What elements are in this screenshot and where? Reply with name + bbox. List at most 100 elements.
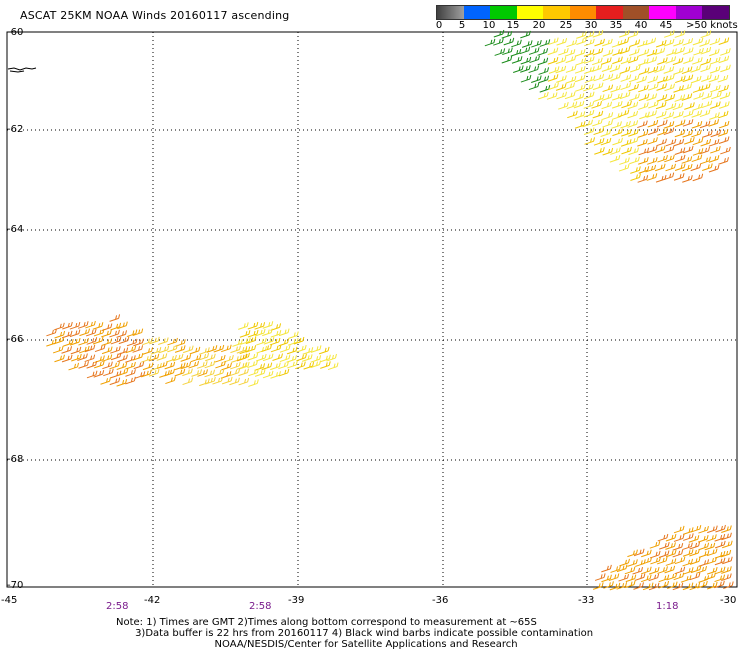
wind-barb [706,548,718,557]
wind-barb [254,322,266,330]
wind-barb [721,566,732,574]
wind-barb [78,337,89,346]
wind-barb [674,163,686,171]
wind-barb [674,94,686,102]
wind-barb [263,336,275,345]
wind-barb [510,49,522,57]
legend-label: >50 knots [686,20,738,31]
wind-barb [555,56,567,65]
wind-barb [663,121,675,129]
wind-barb [92,322,104,330]
wind-barb [610,565,622,573]
wind-barb [94,344,106,353]
wind-barb [630,173,641,181]
wind-barb [627,101,639,110]
wind-barb [574,66,586,74]
wind-barb [682,47,694,55]
wind-barb [708,119,720,127]
legend-swatch [543,6,570,19]
wind-barb [591,101,602,109]
wind-barb [689,541,701,550]
wind-barb [287,338,299,346]
wind-barb [288,331,299,339]
wind-barb [575,84,586,92]
wind-barb [698,559,710,567]
wind-barb [672,542,684,551]
wind-barb [721,532,732,541]
wind-barb [702,163,713,171]
wind-barb [621,128,632,137]
wind-barb [692,57,703,65]
wind-barb [699,109,711,118]
wind-barb [696,566,708,574]
wind-barb [674,46,686,55]
wind-barb [511,39,522,48]
wind-barb [719,101,730,109]
wind-barb [302,347,314,355]
wind-barb [182,345,194,354]
wind-barb [238,368,249,377]
wind-barb [717,110,729,119]
wind-barb [593,127,605,136]
wind-barb [190,354,202,363]
wind-barb [673,85,684,93]
wind-barb [682,567,694,575]
wind-barb [158,337,169,346]
wind-barb [655,39,667,48]
wind-barb [638,67,650,75]
wind-barb [592,57,603,66]
wind-barb [117,354,128,363]
legend-swatch [649,6,676,19]
wind-barb [682,175,693,183]
wind-barb [262,353,274,362]
wind-barb [682,549,694,557]
legend-label: 40 [634,20,648,31]
wind-barb [110,322,122,331]
wind-barb [118,336,130,345]
wind-barb [720,48,731,56]
wind-barb [188,360,200,369]
wind-barb [720,146,731,155]
wind-barb [612,128,623,137]
wind-barb [214,354,226,363]
note-line: 3)Data buffer is 22 hrs from 20160117 4)… [116,628,594,639]
wind-barb [708,164,720,173]
wind-barb [148,353,160,362]
wind-barb [247,321,259,330]
wind-barb [69,337,81,346]
lon-label: -36 [432,595,449,606]
wind-barb [657,154,668,163]
wind-barb [213,368,225,377]
wind-barb [697,534,709,543]
wind-barb [600,137,612,146]
wind-barb [690,163,702,172]
wind-barb [54,354,65,363]
wind-barb [633,548,645,557]
wind-barb [674,30,686,38]
wind-barb [84,344,96,353]
wind-barb [564,91,576,100]
wind-barb [611,121,622,129]
wind-barb [133,338,144,347]
wind-barb [109,361,120,370]
wind-barb [718,120,730,129]
legend-swatch [596,6,623,19]
wind-barb [648,582,660,591]
wind-barb [230,345,241,354]
wind-barb [602,112,614,120]
wind-barb [664,94,676,102]
notes: Note: 1) Times are GMT 2)Times along bot… [116,617,593,650]
wind-barb [566,101,578,110]
wind-barb [647,137,658,145]
wind-barb [618,109,630,118]
wind-barb [109,377,121,386]
wind-barb [714,580,725,589]
wind-barb [717,129,729,137]
wind-barb [92,336,104,345]
wind-barb [698,525,709,534]
wind-barb [627,549,638,558]
wind-barb [664,30,675,38]
wind-barb [683,56,694,64]
wind-barb [664,74,675,82]
wind-barb [320,361,331,369]
